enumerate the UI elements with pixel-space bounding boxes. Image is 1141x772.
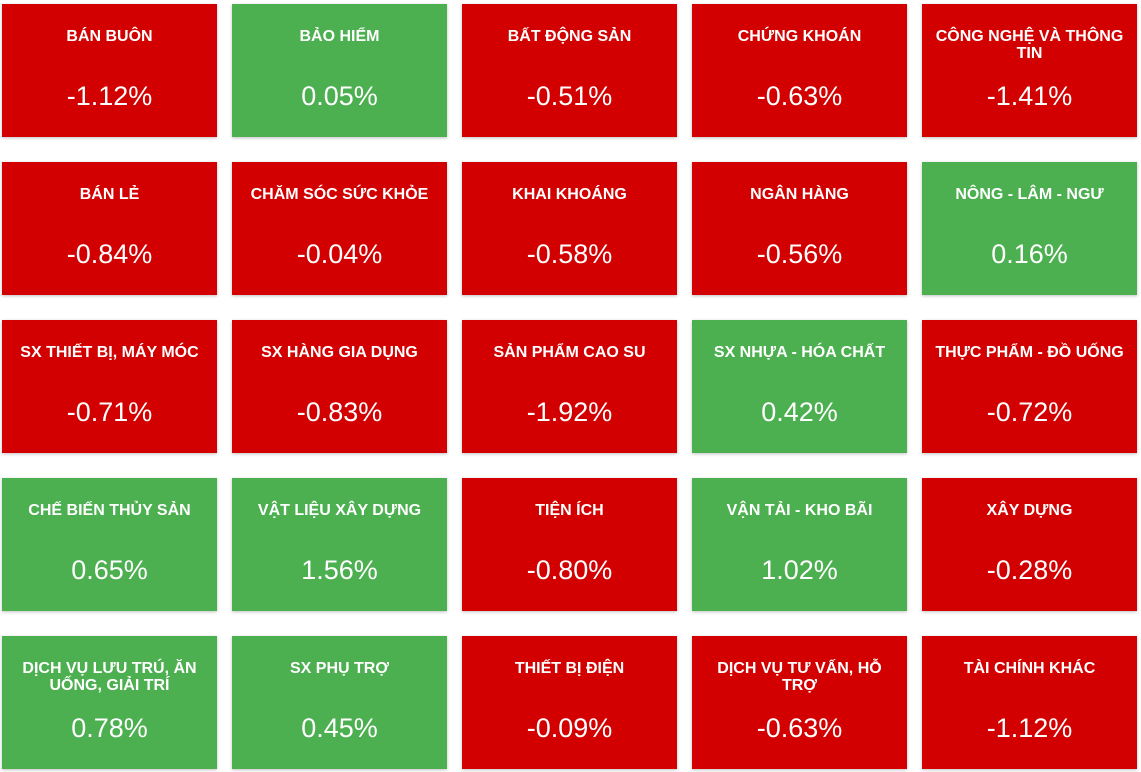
sector-tile[interactable]: BẤT ĐỘNG SẢN -0.51% <box>462 4 677 137</box>
sector-name: DỊCH VỤ LƯU TRÚ, ĂN UỐNG, GIẢI TRÍ <box>22 660 197 694</box>
sector-name: SX THIẾT BỊ, MÁY MÓC <box>20 344 199 361</box>
sector-tile[interactable]: TIỆN ÍCH -0.80% <box>462 478 677 611</box>
sector-change-value: 0.16% <box>991 239 1068 269</box>
sector-tile[interactable]: THỰC PHẨM - ĐỒ UỐNG -0.72% <box>922 320 1137 453</box>
sector-change-value: -0.83% <box>296 397 383 427</box>
sector-name: VẬT LIỆU XÂY DỰNG <box>257 502 422 519</box>
sector-name: CHẾ BIẾN THỦY SẢN <box>28 502 191 519</box>
sector-change-value: 1.02% <box>761 555 838 585</box>
sector-name: THIẾT BỊ ĐIỆN <box>514 660 625 677</box>
sector-name: XÂY DỰNG <box>986 502 1073 519</box>
sector-tile[interactable]: CHẾ BIẾN THỦY SẢN 0.65% <box>2 478 217 611</box>
sector-change-value: -0.09% <box>526 713 613 743</box>
sector-change-value: -0.71% <box>66 397 153 427</box>
sector-tile[interactable]: BÁN LẺ -0.84% <box>2 162 217 295</box>
sector-tile[interactable]: XÂY DỰNG -0.28% <box>922 478 1137 611</box>
sector-tile[interactable]: DỊCH VỤ TƯ VẤN, HỖ TRỢ -0.63% <box>692 636 907 769</box>
sector-change-value: -0.84% <box>66 239 153 269</box>
sector-tile[interactable]: DỊCH VỤ LƯU TRÚ, ĂN UỐNG, GIẢI TRÍ 0.78% <box>2 636 217 769</box>
sector-change-value: 0.45% <box>301 713 378 743</box>
sector-tile[interactable]: CHỨNG KHOÁN -0.63% <box>692 4 907 137</box>
sector-tile[interactable]: BẢO HIỂM 0.05% <box>232 4 447 137</box>
sector-tile[interactable]: KHAI KHOÁNG -0.58% <box>462 162 677 295</box>
sector-name: SX PHỤ TRỢ <box>290 660 389 677</box>
sector-change-value: -1.12% <box>66 81 153 111</box>
sector-name: NGÂN HÀNG <box>750 186 849 203</box>
sector-change-value: 0.78% <box>71 713 148 743</box>
sector-tile[interactable]: VẬT LIỆU XÂY DỰNG 1.56% <box>232 478 447 611</box>
sector-change-value: -0.80% <box>526 555 613 585</box>
sector-change-value: -1.92% <box>526 397 613 427</box>
sector-change-value: -0.63% <box>756 81 843 111</box>
sector-tile[interactable]: CÔNG NGHỆ VÀ THÔNG TIN -1.41% <box>922 4 1137 137</box>
sector-tile[interactable]: SX NHỰA - HÓA CHẤT 0.42% <box>692 320 907 453</box>
sector-name: DỊCH VỤ TƯ VẤN, HỖ TRỢ <box>717 660 882 694</box>
sector-name: CÔNG NGHỆ VÀ THÔNG TIN <box>935 28 1124 62</box>
sector-change-value: 0.65% <box>71 555 148 585</box>
sector-name: THỰC PHẨM - ĐỒ UỐNG <box>935 344 1124 361</box>
sector-change-value: 0.42% <box>761 397 838 427</box>
sector-tile[interactable]: CHĂM SÓC SỨC KHỎE -0.04% <box>232 162 447 295</box>
sector-tile[interactable]: SẢN PHẨM CAO SU -1.92% <box>462 320 677 453</box>
sector-change-value: -0.72% <box>986 397 1073 427</box>
sector-name: BẢO HIỂM <box>299 28 380 45</box>
sector-name: TIỆN ÍCH <box>535 502 604 519</box>
sector-name: KHAI KHOÁNG <box>512 186 627 203</box>
sector-name: SẢN PHẨM CAO SU <box>493 344 646 361</box>
sector-name: SX HÀNG GIA DỤNG <box>261 344 418 361</box>
sector-tile[interactable]: VẬN TẢI - KHO BÃI 1.02% <box>692 478 907 611</box>
sector-name: CHỨNG KHOÁN <box>737 28 862 45</box>
sector-change-value: 0.05% <box>301 81 378 111</box>
sector-tile[interactable]: TÀI CHÍNH KHÁC -1.12% <box>922 636 1137 769</box>
sector-name: BÁN LẺ <box>79 186 140 203</box>
sector-name: TÀI CHÍNH KHÁC <box>963 660 1096 677</box>
sector-change-value: -0.28% <box>986 555 1073 585</box>
sector-name: SX NHỰA - HÓA CHẤT <box>713 344 886 361</box>
sector-change-value: -1.41% <box>986 81 1073 111</box>
sector-heatmap-grid: BÁN BUÔN -1.12% BẢO HIỂM 0.05% BẤT ĐỘNG SẢN -… <box>2 4 1137 769</box>
sector-tile[interactable]: NÔNG - LÂM - NGƯ 0.16% <box>922 162 1137 295</box>
sector-tile[interactable]: BÁN BUÔN -1.12% <box>2 4 217 137</box>
sector-tile[interactable]: SX PHỤ TRỢ 0.45% <box>232 636 447 769</box>
sector-name: NÔNG - LÂM - NGƯ <box>955 186 1104 203</box>
sector-change-value: -0.58% <box>526 239 613 269</box>
sector-tile[interactable]: NGÂN HÀNG -0.56% <box>692 162 907 295</box>
sector-change-value: -0.56% <box>756 239 843 269</box>
sector-name: VẬN TẢI - KHO BÃI <box>726 502 873 519</box>
sector-name: BẤT ĐỘNG SẢN <box>507 28 632 45</box>
sector-tile[interactable]: SX HÀNG GIA DỤNG -0.83% <box>232 320 447 453</box>
sector-name: BÁN BUÔN <box>66 28 153 45</box>
sector-change-value: 1.56% <box>301 555 378 585</box>
sector-change-value: -0.04% <box>296 239 383 269</box>
sector-name: CHĂM SÓC SỨC KHỎE <box>250 186 429 203</box>
sector-change-value: -1.12% <box>986 713 1073 743</box>
sector-change-value: -0.51% <box>526 81 613 111</box>
sector-tile[interactable]: SX THIẾT BỊ, MÁY MÓC -0.71% <box>2 320 217 453</box>
sector-tile[interactable]: THIẾT BỊ ĐIỆN -0.09% <box>462 636 677 769</box>
sector-change-value: -0.63% <box>756 713 843 743</box>
